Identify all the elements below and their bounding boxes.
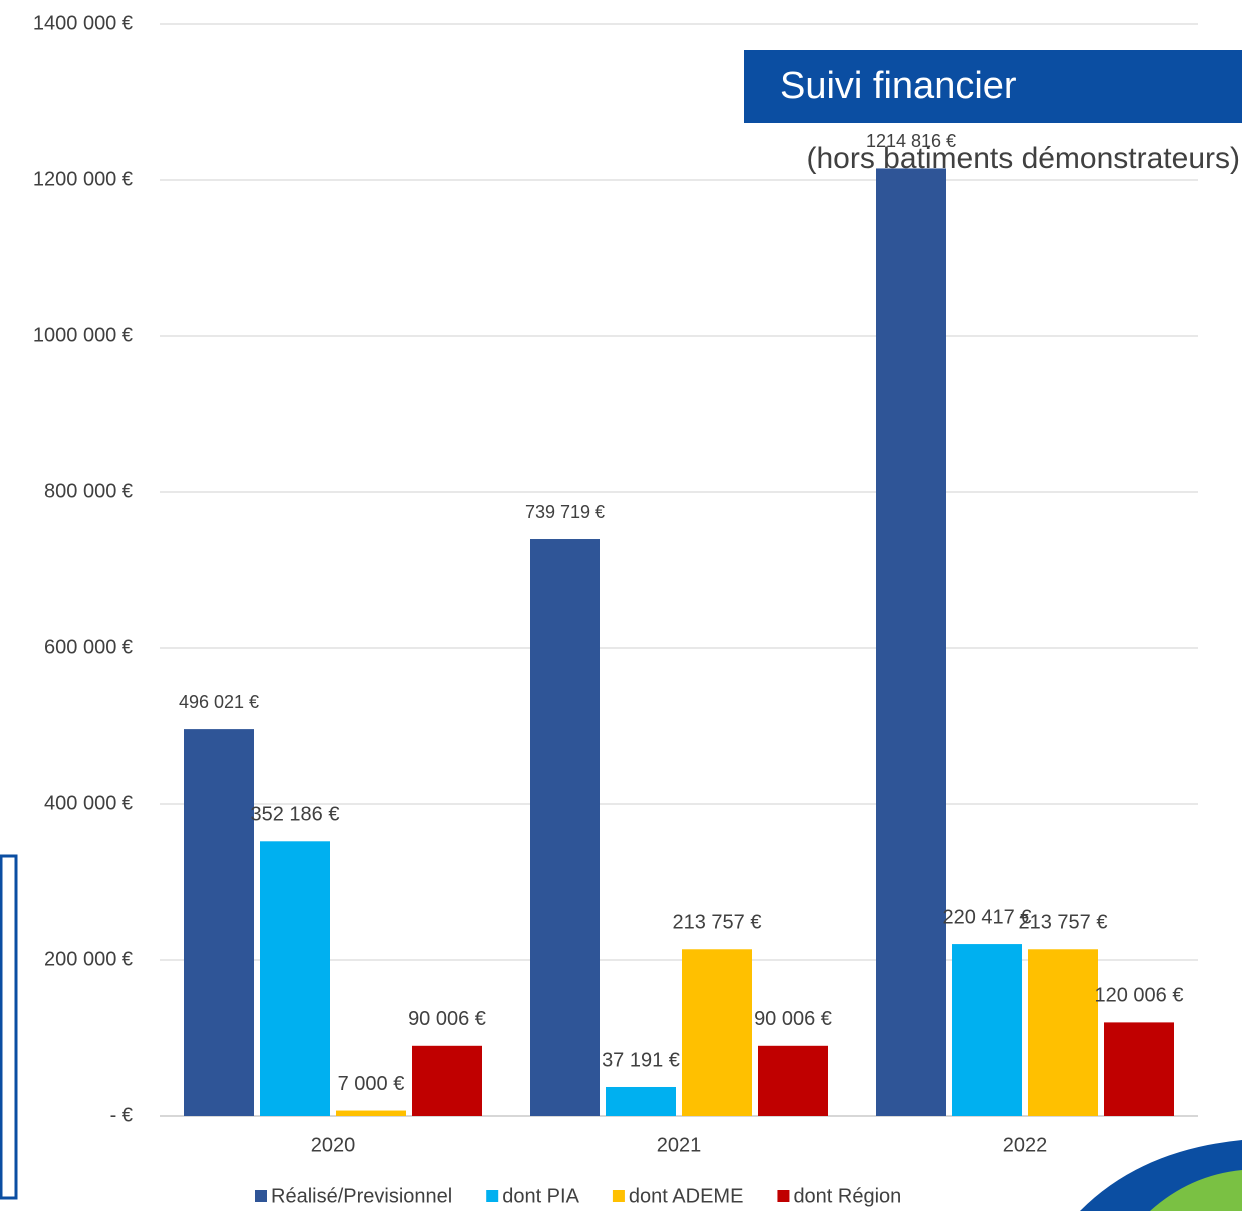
legend-label: Réalisé/Previsionnel xyxy=(271,1185,452,1207)
y-tick-label: 400 000 € xyxy=(44,792,133,814)
legend-label: dont ADEME xyxy=(629,1185,744,1207)
y-tick-label: 800 000 € xyxy=(44,480,133,502)
data-label: 120 006 € xyxy=(1095,985,1184,1007)
bar xyxy=(530,539,600,1116)
chart-subtitle: (hors batiments démonstrateurs) xyxy=(806,142,1240,175)
legend-swatch xyxy=(486,1190,499,1202)
bar xyxy=(1104,1022,1174,1116)
bar xyxy=(184,729,254,1116)
side-frame xyxy=(0,854,18,1200)
legend-swatch xyxy=(612,1190,625,1202)
data-label: 213 757 € xyxy=(673,912,762,934)
chart-title: Suivi financier xyxy=(780,65,1017,107)
logo-inner xyxy=(1150,1170,1242,1211)
bar xyxy=(876,168,946,1116)
data-label: 352 186 € xyxy=(251,804,340,826)
x-tick-label: 2022 xyxy=(1003,1134,1048,1156)
legend-swatch xyxy=(255,1190,267,1202)
legend-swatch xyxy=(777,1190,790,1202)
bar xyxy=(260,841,330,1116)
bar xyxy=(952,944,1022,1116)
bar xyxy=(1028,949,1098,1116)
y-tick-label: 1400 000 € xyxy=(33,12,133,34)
data-label: 496 021 € xyxy=(179,692,259,712)
data-label: 739 719 € xyxy=(525,502,605,522)
y-tick-label: 600 000 € xyxy=(44,636,133,658)
y-tick-label: 200 000 € xyxy=(44,948,133,970)
data-label: 7 000 € xyxy=(338,1073,405,1095)
y-tick-label: 1200 000 € xyxy=(33,168,133,190)
bar xyxy=(412,1045,482,1116)
data-label: 213 757 € xyxy=(1019,912,1108,934)
bar xyxy=(336,1110,406,1116)
x-tick-label: 2021 xyxy=(657,1134,702,1156)
data-label: 37 191 € xyxy=(602,1049,680,1071)
legend-label: dont Région xyxy=(793,1185,901,1207)
data-label: 1214 816 € xyxy=(866,131,956,151)
bar xyxy=(758,1045,828,1116)
bar xyxy=(606,1086,676,1116)
data-label: 90 006 € xyxy=(754,1008,832,1030)
data-label: 90 006 € xyxy=(408,1008,486,1030)
data-label: 220 417 € xyxy=(943,906,1032,928)
y-tick-label: 1000 000 € xyxy=(33,324,133,346)
legend-label: dont PIA xyxy=(502,1185,579,1207)
bar xyxy=(682,949,752,1116)
x-tick-label: 2020 xyxy=(311,1134,356,1156)
title-box xyxy=(744,50,1242,123)
y-tick-label: - € xyxy=(110,1104,133,1126)
